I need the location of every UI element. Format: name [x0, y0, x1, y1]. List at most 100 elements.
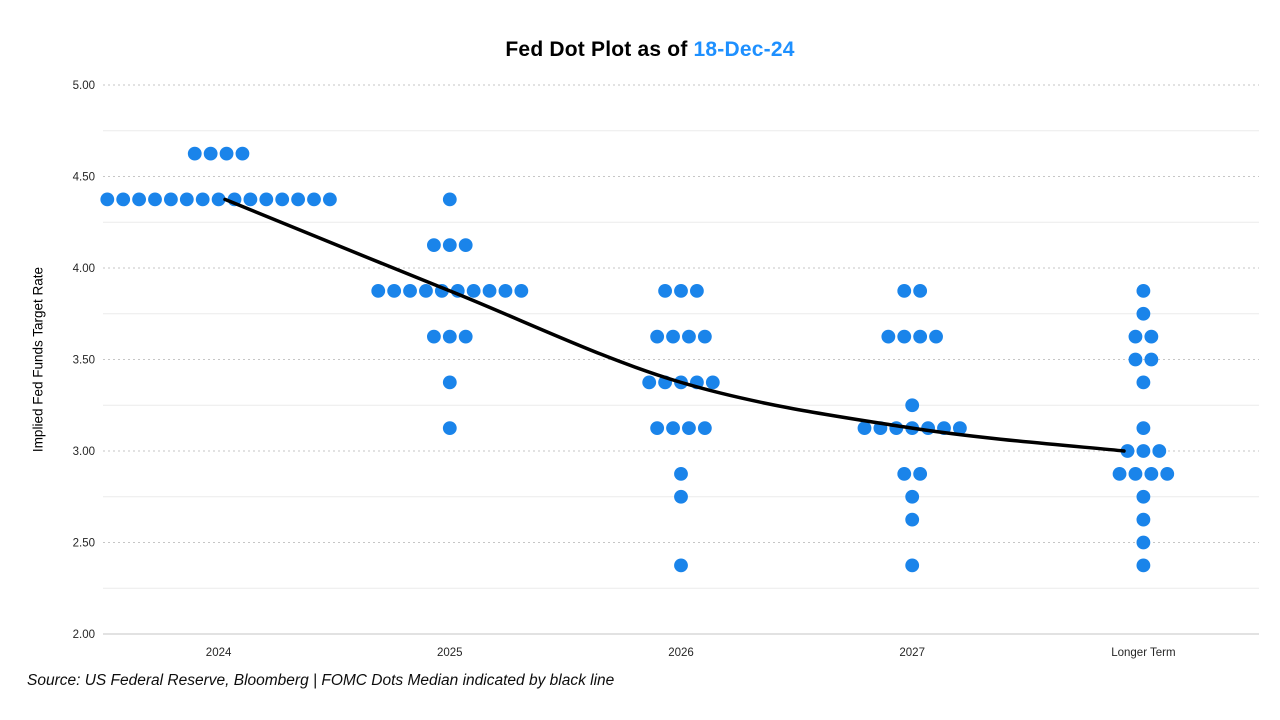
y-tick-label: 2.00 — [73, 629, 95, 641]
fomc-dot — [219, 146, 234, 161]
fomc-dot — [1136, 283, 1151, 298]
y-tick-label: 4.50 — [73, 172, 95, 184]
fomc-dot — [690, 283, 704, 298]
fomc-dot — [458, 329, 473, 344]
fomc-dot — [100, 192, 115, 207]
fomc-dot — [458, 238, 473, 253]
fomc-dot — [1136, 306, 1151, 321]
y-tick-label: 4.00 — [73, 263, 95, 275]
fomc-dot — [697, 329, 712, 344]
fomc-dot — [1136, 512, 1151, 527]
x-tick-label: 2026 — [668, 647, 694, 659]
fomc-dot — [1136, 558, 1151, 573]
fomc-dot — [442, 375, 457, 390]
y-tick-label: 2.50 — [73, 538, 95, 550]
chart-title-date: 18-Dec-24 — [693, 38, 795, 61]
fomc-dot — [1136, 489, 1151, 504]
fomc-dot — [243, 192, 258, 207]
fomc-dot — [913, 329, 928, 344]
fomc-dot — [857, 421, 872, 436]
fomc-dot — [897, 329, 912, 344]
fomc-dot — [897, 283, 912, 298]
fomc-dot — [658, 283, 672, 298]
x-tick-label: 2024 — [206, 647, 232, 659]
chart-title-text: Fed Dot Plot as of — [505, 38, 694, 61]
fomc-dot — [442, 421, 457, 436]
fomc-dot — [1136, 535, 1151, 550]
fomc-dot — [482, 283, 497, 298]
fomc-dot — [179, 192, 194, 207]
fomc-dot — [905, 489, 920, 504]
fomc-dot — [442, 192, 457, 207]
fomc-dot — [682, 329, 696, 344]
fomc-dot — [1112, 466, 1127, 481]
fomc-dot — [371, 283, 386, 298]
fomc-dot — [1136, 444, 1151, 458]
fomc-dot — [929, 329, 943, 344]
fomc-dot — [650, 329, 665, 344]
fomc-dot — [674, 283, 688, 298]
fomc-dot — [913, 283, 928, 298]
fomc-dot — [666, 421, 680, 436]
fomc-dot — [905, 398, 920, 413]
fomc-dot — [323, 192, 337, 207]
fomc-dot — [1136, 375, 1151, 390]
fomc-dot — [666, 329, 680, 344]
fomc-dot — [897, 466, 912, 481]
fomc-dot — [1128, 329, 1143, 344]
fomc-dot — [1136, 421, 1151, 436]
fomc-dot — [148, 192, 162, 207]
fomc-dot — [953, 421, 967, 436]
fomc-dot — [674, 558, 688, 573]
fomc-dot — [1144, 466, 1159, 481]
x-tick-label: Longer Term — [1111, 647, 1175, 659]
fomc-dot — [650, 421, 665, 436]
fomc-dot — [442, 238, 457, 253]
y-tick-label: 3.00 — [73, 446, 95, 458]
fomc-dot — [881, 329, 896, 344]
fomc-dot — [1160, 466, 1175, 481]
y-tick-label: 3.50 — [73, 355, 95, 367]
fomc-dot — [498, 283, 513, 298]
fomc-dot — [1152, 444, 1167, 458]
fomc-dot — [1128, 352, 1143, 367]
fomc-dot — [259, 192, 274, 207]
fomc-dot — [1128, 466, 1143, 481]
fomc-dot — [905, 558, 920, 573]
fomc-dot — [697, 421, 712, 436]
fomc-dot — [195, 192, 210, 207]
fomc-dot — [387, 283, 402, 298]
fomc-dot — [211, 192, 226, 207]
fomc-dot — [913, 466, 928, 481]
fomc-dot — [442, 329, 457, 344]
fomc-dot — [1144, 329, 1159, 344]
fomc-dot — [203, 146, 218, 161]
fomc-dot — [674, 489, 688, 504]
fomc-dot — [466, 283, 481, 298]
fomc-dot — [705, 375, 720, 390]
fomc-dot — [1120, 444, 1135, 458]
median-line — [223, 197, 1126, 453]
fomc-dot — [164, 192, 178, 207]
y-tick-label: 5.00 — [73, 80, 95, 92]
fomc-dot — [187, 146, 202, 161]
fomc-dot — [514, 283, 529, 298]
fomc-dot — [642, 375, 657, 390]
fomc-dot — [307, 192, 321, 207]
fomc-dot — [674, 466, 688, 481]
fomc-dot — [132, 192, 147, 207]
fomc-dot — [1144, 352, 1159, 367]
fomc-dot — [116, 192, 131, 207]
x-tick-label: 2027 — [899, 647, 925, 659]
x-tick-label: 2025 — [437, 647, 463, 659]
fomc-dot — [427, 329, 441, 344]
source-note: Source: US Federal Reserve, Bloomberg | … — [27, 672, 615, 689]
fomc-dot — [235, 146, 250, 161]
chart-title: Fed Dot Plot as of 18-Dec-24 — [0, 38, 1280, 62]
fomc-dot — [419, 283, 433, 298]
fomc-dot — [427, 238, 441, 253]
fomc-dot — [291, 192, 305, 207]
fomc-dot — [905, 512, 920, 527]
